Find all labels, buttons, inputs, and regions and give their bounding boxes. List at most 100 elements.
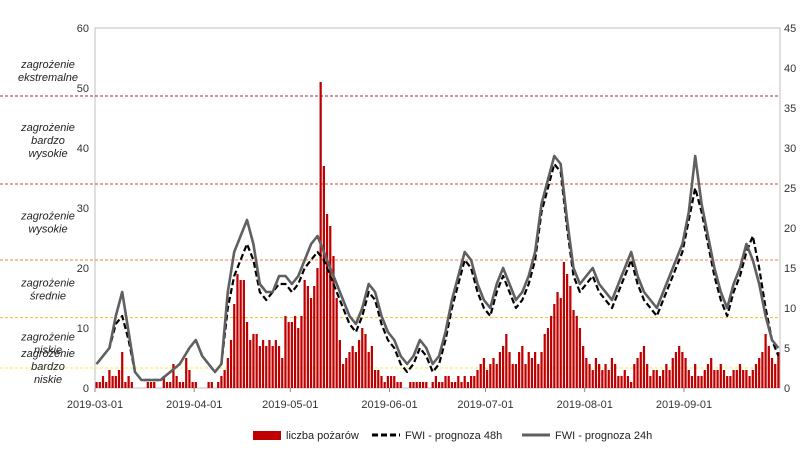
legend-label: liczba pożarów xyxy=(286,430,359,442)
zone-label-line: ekstremalne xyxy=(18,72,78,84)
bar xyxy=(514,364,518,388)
bar xyxy=(550,316,553,388)
bar xyxy=(121,352,124,388)
bar xyxy=(633,364,636,388)
bar xyxy=(582,346,585,388)
bar xyxy=(95,382,98,388)
bar xyxy=(668,370,671,388)
bar xyxy=(594,358,598,388)
bar xyxy=(421,382,425,388)
bar xyxy=(476,370,479,388)
bar xyxy=(485,370,489,388)
y-right-tick-label: 15 xyxy=(784,263,796,275)
legend: liczba pożarów FWI - prognoza 48h FWI - pr… xyxy=(253,430,652,442)
bar xyxy=(578,328,582,388)
bar xyxy=(748,376,751,388)
bar xyxy=(751,370,754,388)
bar xyxy=(441,382,444,388)
bar xyxy=(351,346,354,388)
bar xyxy=(329,226,332,388)
y-right-tick-label: 10 xyxy=(784,303,796,315)
bar xyxy=(479,364,482,388)
bar xyxy=(389,376,393,388)
bar xyxy=(642,346,646,388)
bar xyxy=(332,256,335,388)
bar xyxy=(345,358,348,388)
bar xyxy=(415,382,418,388)
bar xyxy=(623,370,626,388)
bar xyxy=(626,376,630,388)
zone-label-1: zagrożenie bardzo niskie xyxy=(20,348,75,386)
bar xyxy=(489,364,492,388)
bar xyxy=(703,370,706,388)
y-left-tick-label: 40 xyxy=(77,143,89,155)
bar xyxy=(690,376,694,388)
line-series-fwi xyxy=(95,154,780,382)
bar xyxy=(373,370,377,388)
bar xyxy=(258,346,261,388)
bar xyxy=(534,352,537,388)
legend-label: FWI - prognoza 24h xyxy=(555,430,652,442)
bar xyxy=(370,346,374,388)
zone-label-4: zagrożenie wysokie xyxy=(20,211,75,236)
bar xyxy=(188,370,191,388)
bar xyxy=(357,340,361,388)
bar xyxy=(505,334,508,388)
bar xyxy=(105,382,108,388)
bar xyxy=(380,376,383,388)
legend-swatch-fires xyxy=(253,431,281,440)
bar xyxy=(508,352,511,388)
bar xyxy=(729,376,732,388)
bar xyxy=(274,340,277,388)
bar xyxy=(601,370,604,388)
zone-label-line: zagrożenie xyxy=(20,348,75,360)
bar xyxy=(210,382,213,388)
zone-label-5: zagrożenie bardzo wysokie xyxy=(20,122,75,160)
bar xyxy=(460,382,463,388)
bar xyxy=(671,358,674,388)
zone-label-line: zagrożenie xyxy=(20,277,75,289)
bar xyxy=(774,364,777,388)
bar xyxy=(313,286,316,388)
bar xyxy=(716,370,719,388)
bar xyxy=(124,382,127,388)
bar xyxy=(153,382,156,388)
y-right-tick-label: 30 xyxy=(784,143,796,155)
y-right-tick-label: 45 xyxy=(784,23,796,35)
bar xyxy=(745,370,748,388)
bar xyxy=(764,334,767,388)
bar xyxy=(255,334,258,388)
bar xyxy=(338,340,341,388)
bar xyxy=(617,376,620,388)
bar xyxy=(700,376,703,388)
bar xyxy=(652,370,655,388)
bar xyxy=(194,382,197,388)
bar xyxy=(598,364,601,388)
bar xyxy=(265,346,268,388)
bar xyxy=(412,382,415,388)
y-left-tick-label: 10 xyxy=(77,323,89,335)
bar xyxy=(649,376,652,388)
bar xyxy=(306,286,309,388)
line-fwi-24h xyxy=(95,154,780,382)
bar xyxy=(450,382,454,388)
bar xyxy=(521,346,524,388)
x-tick-label: 2019-07-01 xyxy=(457,399,513,411)
y-right-tick-label: 20 xyxy=(784,223,796,235)
bar xyxy=(498,352,502,388)
bar xyxy=(162,376,165,388)
bar xyxy=(681,352,684,388)
threshold-lines xyxy=(0,95,780,369)
zone-label-line: bardzo xyxy=(31,135,65,147)
bar xyxy=(687,370,690,388)
bar xyxy=(767,346,770,388)
bar xyxy=(469,376,473,388)
bar xyxy=(393,376,396,388)
zone-label-6: zagrożenie ekstremalne xyxy=(18,59,78,84)
bar xyxy=(437,382,441,388)
bar xyxy=(354,352,357,388)
bar xyxy=(607,370,610,388)
bar xyxy=(646,364,649,388)
y-left-tick-label: 0 xyxy=(83,383,89,395)
y-left-tick-label: 20 xyxy=(77,263,89,275)
